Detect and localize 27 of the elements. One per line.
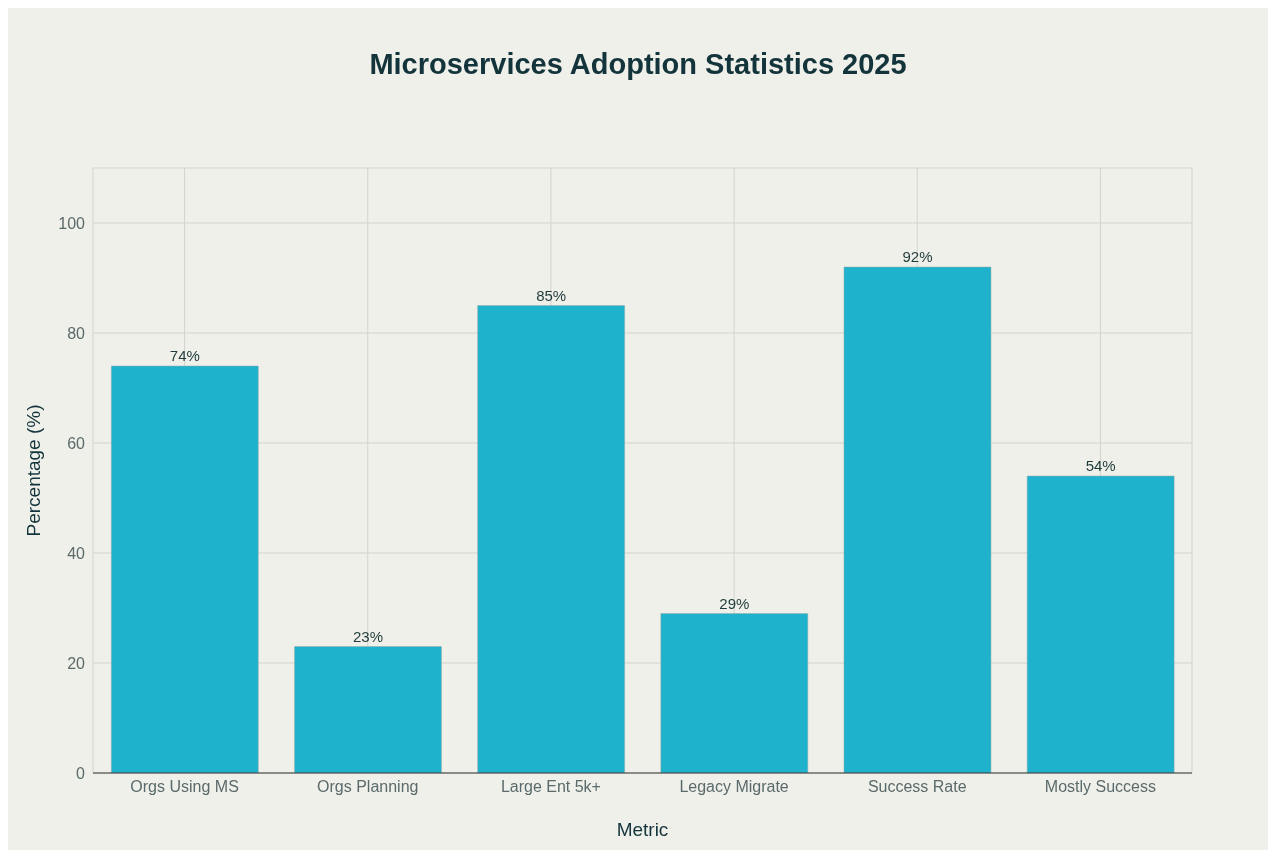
- y-tick-label: 20: [67, 654, 86, 672]
- bar: [477, 305, 625, 773]
- y-tick-label: 100: [58, 214, 86, 232]
- y-axis-title: Percentage (%): [22, 404, 44, 537]
- bar: [294, 646, 442, 773]
- bar: [843, 266, 992, 773]
- y-tick-label: 0: [76, 764, 86, 782]
- x-tick-label: Large Ent 5k+: [500, 778, 601, 796]
- y-tick-label: 40: [67, 544, 86, 562]
- data-label: 29%: [719, 594, 750, 612]
- data-label: 92%: [902, 248, 933, 265]
- y-tick-label: 60: [67, 434, 86, 452]
- x-tick-label: Orgs Planning: [317, 778, 419, 796]
- x-tick-label: Mostly Success: [1044, 778, 1156, 796]
- x-tick-label: Orgs Using MS: [130, 778, 239, 796]
- x-axis-title: Metric: [616, 819, 669, 840]
- bar: [660, 613, 809, 773]
- x-tick-label: Success Rate: [867, 778, 967, 796]
- data-label: 54%: [1085, 457, 1116, 474]
- bar: [111, 365, 259, 773]
- chart-title: Microservices Adoption Statistics 2025: [368, 48, 908, 81]
- data-label: 74%: [169, 347, 200, 364]
- y-tick-label: 80: [67, 324, 86, 342]
- x-tick-label: Legacy Migrate: [679, 778, 789, 796]
- data-label: 85%: [536, 286, 567, 304]
- data-label: 23%: [352, 627, 383, 645]
- bar: [1026, 475, 1175, 773]
